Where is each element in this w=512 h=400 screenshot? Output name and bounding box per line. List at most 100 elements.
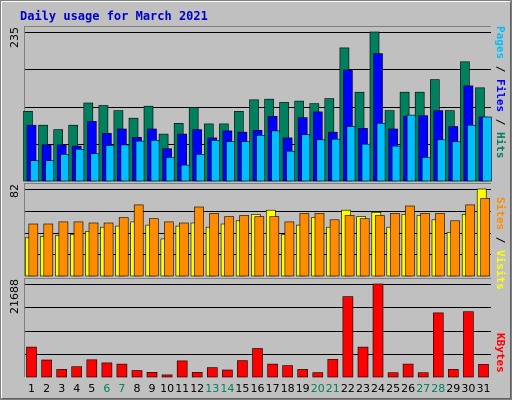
bar-sites — [118, 217, 129, 277]
bar-pages — [421, 157, 432, 182]
bar-sites — [103, 222, 114, 277]
legend-sep: / — [494, 112, 507, 132]
bar-pages — [195, 154, 206, 182]
bar-sites — [420, 213, 430, 277]
bar-sites — [209, 213, 219, 277]
bar-pages — [226, 141, 236, 182]
day-label: 27 — [416, 382, 430, 395]
bar-pages — [286, 150, 296, 182]
day-label: 17 — [266, 382, 280, 395]
legend-sep: / — [494, 59, 507, 79]
bar-pages — [301, 134, 312, 182]
bar-pages — [241, 141, 251, 182]
bar-kbytes — [237, 360, 248, 378]
day-label: 31 — [477, 382, 491, 395]
day-label: 1 — [28, 382, 35, 395]
bar-pages — [105, 145, 116, 182]
bar-kbytes — [101, 362, 113, 378]
bar-pages — [467, 124, 477, 182]
bar-sites — [224, 216, 234, 277]
bar-pages — [150, 140, 161, 182]
bar-pages — [271, 130, 281, 182]
bar-sites — [164, 221, 174, 277]
bar-kbytes — [327, 359, 339, 378]
ymax-label-visits: 82 — [8, 184, 21, 198]
bar-sites — [179, 222, 189, 277]
day-label: 4 — [73, 382, 80, 395]
panel-kbytes: 21688 KBytes — [8, 278, 507, 378]
day-label: 8 — [134, 382, 141, 395]
bar-pages — [211, 140, 221, 182]
axis-label-kbytes: KBytes — [494, 333, 507, 373]
bar-kbytes — [312, 372, 324, 378]
day-label: 11 — [175, 382, 189, 395]
bar-kbytes — [282, 365, 293, 378]
bar-kbytes — [41, 359, 52, 378]
bar-pages — [376, 123, 387, 182]
bars-sites-visits — [24, 188, 491, 277]
bar-sites — [480, 198, 491, 277]
bar-kbytes — [116, 363, 128, 378]
bar-kbytes — [267, 363, 278, 378]
day-label: 19 — [296, 382, 310, 395]
bar-kbytes — [71, 366, 82, 378]
bars-kbytes — [26, 283, 489, 378]
bar-pages — [482, 116, 492, 182]
bar-pages — [331, 138, 342, 182]
bar-sites — [359, 218, 370, 277]
day-label: 9 — [149, 382, 156, 395]
bar-pages — [135, 140, 146, 182]
panel-sites-visits: 82 Sites / Visits — [8, 183, 507, 290]
day-label: 2 — [43, 382, 50, 395]
bar-sites — [28, 223, 39, 277]
bar-sites — [314, 213, 325, 277]
bar-kbytes — [447, 369, 459, 378]
bar-kbytes — [252, 348, 263, 378]
bar-kbytes — [86, 359, 98, 378]
bar-pages — [165, 157, 176, 182]
legend-hits: Hits — [494, 132, 507, 159]
bar-sites — [239, 215, 249, 277]
bar-pages — [436, 139, 447, 182]
day-label: 25 — [386, 382, 400, 395]
bar-kbytes — [191, 371, 203, 378]
bar-pages — [120, 144, 131, 182]
bar-sites — [329, 219, 340, 277]
day-label: 26 — [401, 382, 415, 395]
plot-border — [24, 278, 491, 377]
bar-sites — [405, 205, 415, 277]
day-label: 15 — [235, 382, 249, 395]
legend-kbytes: KBytes — [494, 333, 507, 373]
day-label: 23 — [356, 382, 370, 395]
bar-kbytes — [342, 296, 354, 378]
bar-pages — [180, 164, 191, 182]
day-label: 14 — [220, 382, 234, 395]
bars-hits-files-pages — [23, 31, 492, 182]
bar-kbytes — [222, 369, 233, 378]
bar-sites — [435, 213, 445, 277]
bar-kbytes — [161, 374, 173, 378]
bar-sites — [43, 223, 54, 277]
bar-kbytes — [478, 364, 489, 378]
bar-pages — [406, 114, 417, 182]
bar-sites — [133, 204, 144, 277]
bar-kbytes — [387, 372, 399, 378]
bar-sites — [149, 218, 159, 277]
bar-sites — [58, 221, 69, 277]
bar-sites — [344, 215, 355, 277]
day-label: 3 — [58, 382, 65, 395]
day-label: 12 — [190, 382, 204, 395]
day-label: 7 — [118, 382, 125, 395]
day-label: 13 — [205, 382, 219, 395]
day-label: 21 — [326, 382, 340, 395]
day-label: 20 — [311, 382, 325, 395]
day-label: 24 — [371, 382, 385, 395]
axis-label-visits: Sites / Visits — [494, 197, 507, 290]
day-label: 29 — [446, 382, 460, 395]
legend-visits: Visits — [494, 250, 507, 290]
bar-kbytes — [56, 369, 68, 378]
axis-label-hits: Pages / Files / Hits — [494, 26, 507, 159]
